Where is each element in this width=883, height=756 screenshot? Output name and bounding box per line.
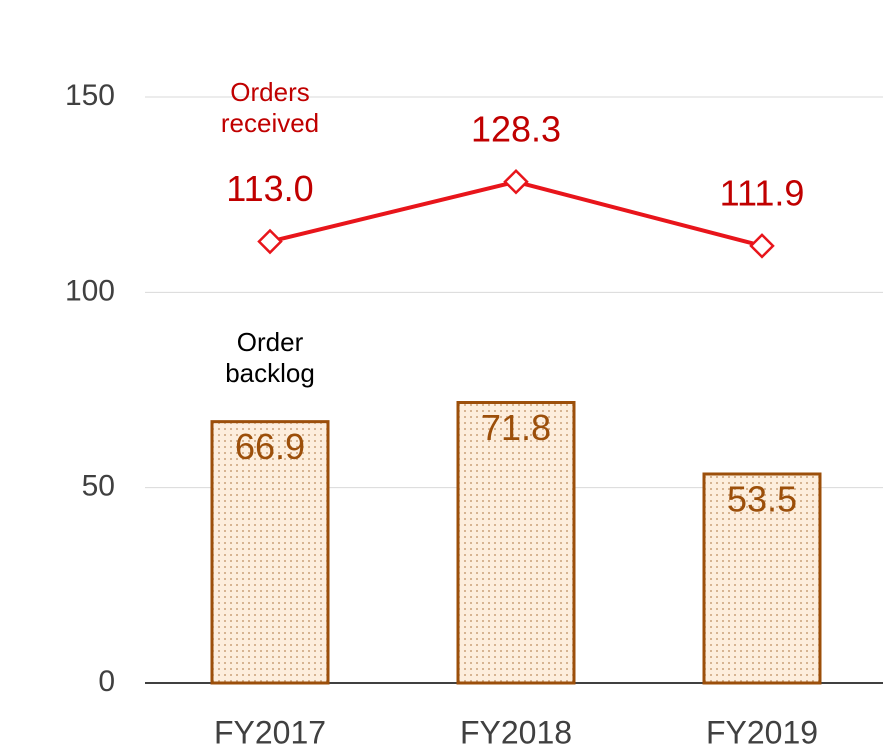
line-value-label: 128.3 — [471, 108, 561, 149]
x-tick-label: FY2019 — [706, 714, 818, 750]
bar — [456, 401, 576, 685]
y-tick-label: 100 — [65, 274, 115, 307]
line-marker — [257, 228, 283, 255]
y-tick-label: 0 — [98, 665, 115, 698]
y-tick-label: 50 — [82, 470, 115, 503]
bar — [210, 420, 330, 685]
bar-value-label: 53.5 — [727, 479, 797, 520]
series-label: Orders received — [220, 76, 320, 138]
line-value-label: 111.9 — [720, 172, 805, 213]
x-tick-label: FY2018 — [460, 714, 572, 750]
bar — [702, 472, 822, 685]
line-marker — [503, 169, 529, 195]
bar-value-label: 71.8 — [481, 407, 551, 448]
y-tick-label: 150 — [65, 79, 115, 112]
line-marker — [749, 233, 775, 259]
x-tick-label: FY2017 — [214, 714, 326, 750]
series-label: Order backlog — [225, 326, 315, 388]
bar-value-label: 66.9 — [235, 426, 305, 467]
line-value-label: 113.0 — [226, 168, 313, 209]
